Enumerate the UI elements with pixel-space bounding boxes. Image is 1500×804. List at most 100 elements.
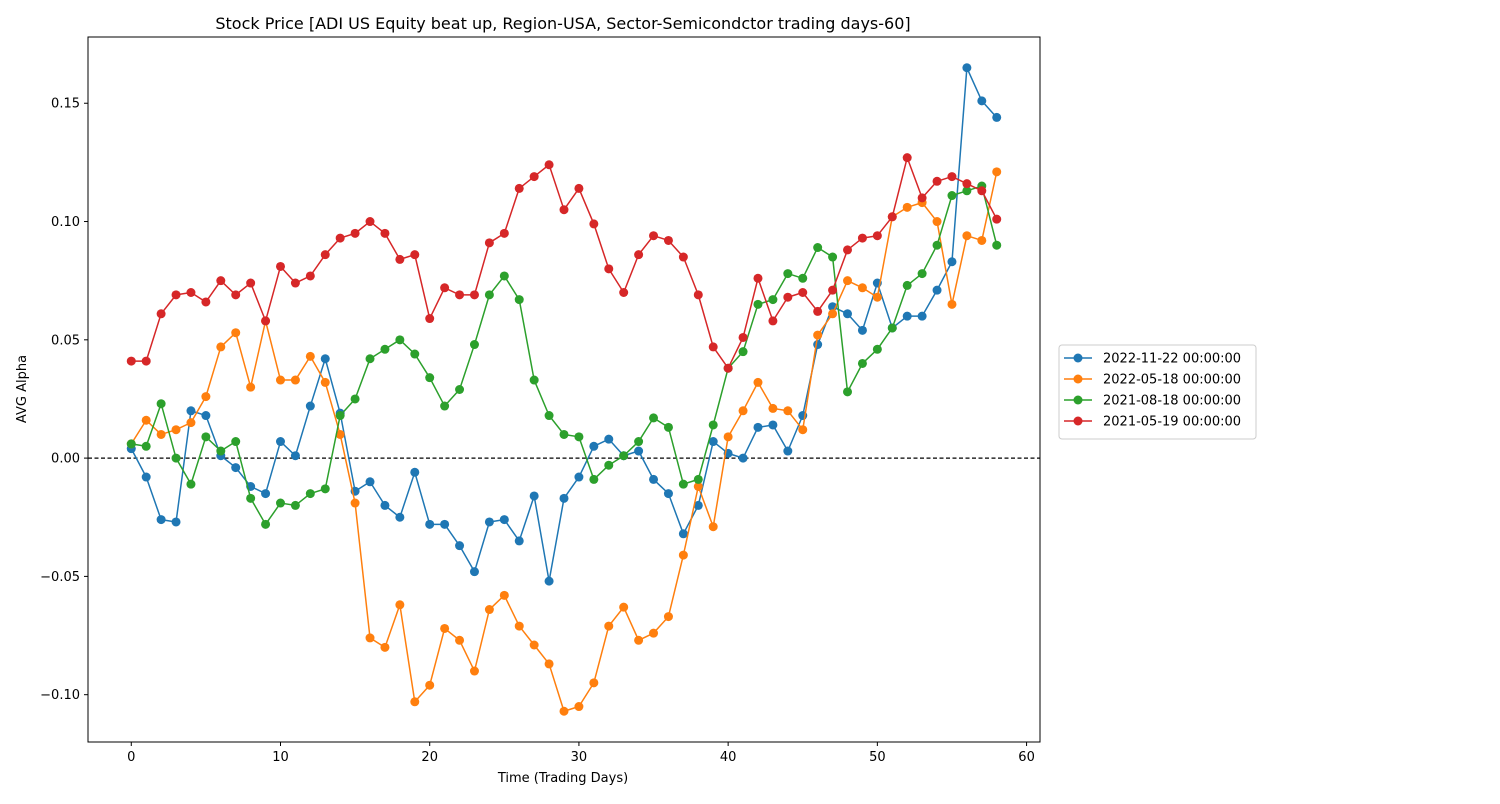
legend-marker	[1073, 416, 1083, 426]
data-point	[977, 235, 987, 245]
data-point	[738, 347, 748, 357]
data-point	[410, 349, 420, 359]
data-point	[917, 311, 927, 321]
data-point	[887, 212, 897, 222]
data-point	[365, 217, 375, 227]
plot-area: 0 10 20 30 40 50 60 −0.10 −0.05 0.00 0.05 0.10 0.15	[40, 36, 1041, 765]
x-tick-label: 20	[421, 750, 438, 765]
data-point	[917, 193, 927, 203]
data-point	[171, 425, 181, 435]
data-point	[186, 288, 196, 298]
x-tick-label: 50	[869, 750, 886, 765]
data-point	[902, 311, 912, 321]
data-point	[604, 621, 614, 631]
data-point	[305, 489, 315, 499]
data-point	[947, 257, 957, 267]
data-point	[156, 429, 166, 439]
data-point	[320, 377, 330, 387]
data-point	[201, 297, 211, 307]
data-point	[753, 377, 763, 387]
data-point	[201, 432, 211, 442]
data-point	[395, 335, 405, 345]
data-point	[783, 406, 793, 416]
data-point	[902, 202, 912, 212]
data-point	[246, 493, 256, 503]
legend-label: 2021-08-18 00:00:00	[1103, 394, 1241, 409]
data-point	[171, 453, 181, 463]
data-point	[544, 160, 554, 170]
data-point	[768, 295, 778, 305]
data-point	[649, 628, 659, 638]
series-line-0	[130, 67, 998, 582]
data-point	[798, 288, 808, 298]
data-point	[440, 401, 450, 411]
data-point	[932, 176, 942, 186]
data-point	[634, 635, 644, 645]
data-point	[261, 489, 271, 499]
data-point	[440, 283, 450, 293]
data-point	[857, 283, 867, 293]
data-point	[753, 299, 763, 309]
data-point	[275, 261, 285, 271]
data-point	[559, 205, 569, 215]
data-point	[947, 172, 957, 182]
legend-marker	[1073, 395, 1083, 405]
data-point	[141, 356, 151, 366]
data-point	[335, 411, 345, 421]
data-point	[708, 522, 718, 532]
data-point	[275, 437, 285, 447]
data-point	[544, 659, 554, 669]
data-point	[932, 240, 942, 250]
data-point	[857, 358, 867, 368]
data-point	[469, 340, 479, 350]
data-point	[529, 375, 539, 385]
data-point	[410, 250, 420, 260]
data-point	[469, 666, 479, 676]
data-point	[380, 642, 390, 652]
data-point	[514, 183, 524, 193]
data-point	[216, 342, 226, 352]
data-point	[649, 413, 659, 423]
data-point	[992, 214, 1002, 224]
data-point	[634, 446, 644, 456]
x-tick-label: 40	[720, 750, 737, 765]
data-point	[410, 467, 420, 477]
data-point	[365, 354, 375, 364]
data-point	[678, 252, 688, 262]
data-point	[723, 363, 733, 373]
data-point	[186, 479, 196, 489]
data-point	[589, 441, 599, 451]
data-point	[708, 342, 718, 352]
data-point	[738, 332, 748, 342]
y-tick-label: −0.05	[40, 570, 80, 585]
data-point	[783, 446, 793, 456]
data-point	[395, 254, 405, 264]
data-point	[469, 567, 479, 577]
data-point	[783, 269, 793, 279]
data-point	[589, 219, 599, 229]
data-point	[663, 489, 673, 499]
legend-marker	[1073, 353, 1083, 363]
legend-box	[1058, 344, 1257, 440]
data-point	[574, 432, 584, 442]
data-point	[290, 451, 300, 461]
data-point	[813, 330, 823, 340]
x-tick-label: 30	[571, 750, 588, 765]
data-point	[275, 498, 285, 508]
x-tick-label: 0	[127, 750, 135, 765]
data-point	[425, 680, 435, 690]
legend: 2022-11-22 00:00:00 2022-05-18 00:00:00 20…	[1058, 344, 1257, 440]
data-point	[425, 373, 435, 383]
data-point	[350, 394, 360, 404]
data-point	[962, 231, 972, 241]
data-point	[649, 474, 659, 484]
data-point	[708, 437, 718, 447]
data-point	[962, 186, 972, 196]
data-point	[216, 276, 226, 286]
data-point	[604, 434, 614, 444]
data-point	[380, 344, 390, 354]
data-point	[828, 252, 838, 262]
data-point	[290, 375, 300, 385]
